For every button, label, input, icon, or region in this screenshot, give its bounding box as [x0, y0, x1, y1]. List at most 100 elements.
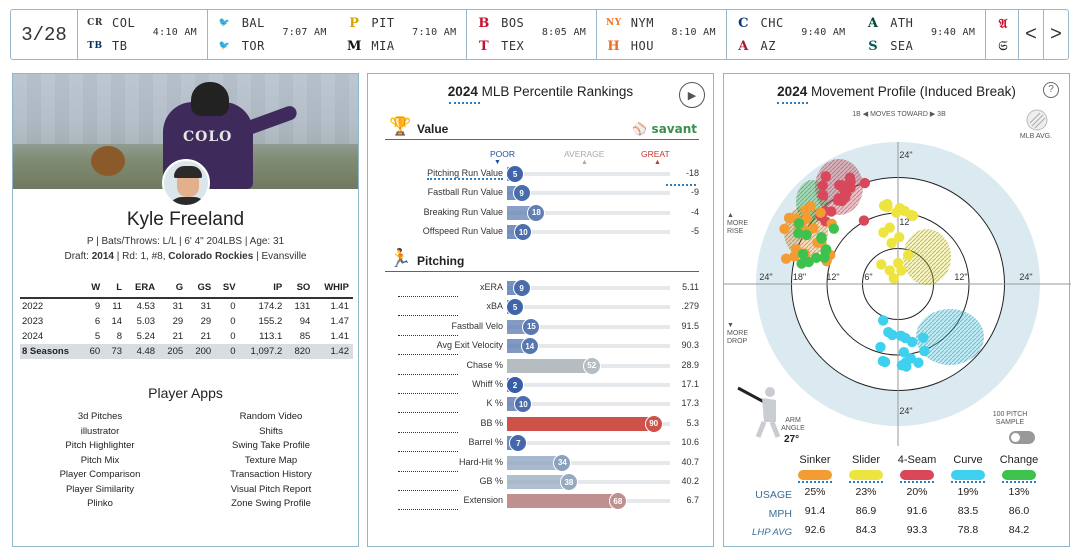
arm-angle-label: ARM ANGLE: [781, 417, 805, 432]
player-app-link[interactable]: Zone Swing Profile: [231, 498, 311, 509]
stats-cell: 6: [94, 316, 101, 327]
percentile-row[interactable]: Offspeed Run Value 10 -5: [385, 223, 699, 242]
player-app-link[interactable]: 3d Pitches: [77, 411, 123, 422]
scoreboard-game-partial[interactable]: 𝔄 𝔖: [986, 9, 1019, 60]
stats-cell: 8: [116, 331, 123, 342]
sample-toggle[interactable]: [1009, 431, 1035, 444]
player-draft: Draft: 2014 | Rd: 1, #8, Colorado Rockie…: [64, 251, 307, 262]
prev-games-button[interactable]: <: [1019, 9, 1044, 60]
percentile-circle: 34: [553, 453, 572, 472]
player-app-link[interactable]: Pitch Mix: [80, 454, 120, 466]
percentile-row[interactable]: xERA 9 5.11: [385, 279, 699, 297]
percentile-value: 17.1: [681, 379, 699, 389]
player-app-link[interactable]: Player Comparison: [59, 469, 141, 480]
ring-label: 24": [899, 406, 912, 416]
player-app-link[interactable]: illustrator: [80, 425, 120, 437]
player-app-link[interactable]: Swing Take Profile: [232, 440, 310, 451]
fourseam-pitch-dot: [858, 215, 870, 226]
scoreboard-game[interactable]: A ATH S SEA 9:40 AM: [856, 9, 987, 60]
percentile-label: Whiff %: [472, 379, 503, 389]
game-time: 4:10 AM: [152, 27, 197, 38]
pitch-type-column[interactable]: Sinker 25% 91.4 92.6: [789, 454, 841, 540]
percentile-row[interactable]: Avg Exit Velocity 14 90.3: [385, 337, 699, 356]
curve-pitch-dot: [906, 336, 918, 348]
sample-label: 100 PITCH SAMPLE: [992, 411, 1028, 426]
change-pitch-dot: [796, 258, 807, 269]
player-app-link[interactable]: Player Similarity: [65, 483, 135, 495]
help-icon[interactable]: ?: [1043, 82, 1059, 98]
stats-cell: 0: [230, 316, 236, 327]
percentile-row[interactable]: K % 10 17.3: [385, 395, 699, 414]
sinker-pitch-dot: [801, 213, 812, 224]
percentile-row[interactable]: Barrel % 7 10.6: [385, 434, 699, 453]
stats-cell: 155.2: [258, 316, 283, 327]
athletics-logo-icon: A: [867, 15, 879, 31]
stats-cell: 5.03: [136, 316, 156, 327]
percentile-row[interactable]: GB % 38 40.2: [385, 473, 699, 491]
percentile-label: Offspeed Run Value: [422, 226, 503, 237]
percentile-row[interactable]: Extension 68 6.7: [385, 492, 699, 511]
percentile-track: [507, 480, 670, 484]
scoreboard-game[interactable]: C CHC A AZ 9:40 AM: [726, 9, 857, 60]
stats-cell: 2022: [22, 301, 44, 312]
pitch-type-column[interactable]: Curve 19% 83.5 78.8: [942, 454, 994, 540]
stats-total-row: 8 Seasons 60 73 4.48 205 200 0 1,097.2 820 1.42: [20, 344, 353, 359]
percentile-track: [507, 210, 670, 215]
percentile-label: Barrel %: [468, 437, 503, 448]
percentile-row[interactable]: xBA 5 .279: [385, 298, 699, 317]
percentile-rankings-panel: 2024 MLB Percentile Rankings ▶ 🏆 Value ⚾…: [367, 73, 714, 547]
player-app-link[interactable]: Shifts: [259, 425, 283, 437]
percentile-circle: 7: [509, 434, 528, 453]
team-abbr: HOU: [630, 39, 654, 53]
percentile-row[interactable]: Fastball Velo 15 91.5: [385, 317, 699, 336]
stats-cell: 174.2: [258, 301, 283, 312]
change-pitch-dot: [811, 252, 822, 264]
arm-angle-value: 27°: [784, 434, 800, 445]
rangers-logo-icon: T: [479, 38, 490, 54]
game-time: 7:07 AM: [282, 27, 327, 38]
player-app-link[interactable]: Visual Pitch Report: [230, 483, 312, 495]
percentile-circle: 2: [506, 376, 524, 394]
movement-profile-panel: 2024 Movement Profile (Induced Break) ? …: [723, 73, 1071, 547]
team-abbr: AZ: [760, 39, 776, 53]
stats-column-header: SO: [286, 279, 315, 299]
percentile-track: [507, 344, 670, 349]
player-app-link[interactable]: Random Video: [239, 411, 303, 422]
scoreboard-game[interactable]: 🐦 BAL 🐦 TOR 7:07 AM: [207, 9, 338, 60]
fourseam-pitch-dot: [839, 184, 850, 196]
play-button[interactable]: ▶: [679, 82, 705, 108]
percentile-row[interactable]: Fastball Run Value 9 -9: [385, 184, 699, 203]
percentile-row[interactable]: Whiff % 2 17.1: [385, 376, 699, 394]
percentile-row[interactable]: Hard-Hit % 34 40.7: [385, 453, 699, 472]
ring-label: 18": [793, 272, 806, 282]
pitch-type-column[interactable]: Change 13% 86.0 84.2: [993, 454, 1045, 540]
percentile-row[interactable]: Pitching Run Value 5 -18: [385, 165, 699, 183]
pitch-type-column[interactable]: 4-Seam 20% 91.6 93.3: [891, 454, 943, 540]
slider-pitch-dot: [903, 249, 914, 261]
stats-column-header: ERA: [126, 279, 160, 299]
pitch-type-column[interactable]: Slider 23% 86.9 84.3: [840, 454, 892, 540]
scale-poor: POOR: [490, 149, 516, 159]
team-abbr: SEA: [890, 39, 914, 53]
player-app-link[interactable]: Plinko: [87, 498, 113, 509]
player-app-link[interactable]: Texture Map: [244, 454, 298, 466]
player-app-link[interactable]: Transaction History: [230, 469, 312, 480]
next-games-button[interactable]: >: [1044, 9, 1069, 60]
scale-average: AVERAGE: [564, 149, 605, 159]
scoreboard-game[interactable]: P PIT M MIA 7:10 AM: [337, 9, 468, 60]
percentile-bar: [507, 475, 569, 489]
pitch-lhp-avg: 93.3: [906, 524, 928, 536]
ring-label: 24": [1019, 272, 1032, 282]
slider-pitch-dot: [884, 222, 895, 233]
percentile-row[interactable]: BB % 90 5.3: [385, 414, 699, 433]
percentile-row[interactable]: Breaking Run Value 18 -4: [385, 203, 699, 222]
percentile-value: .279: [681, 301, 699, 312]
scoreboard-game[interactable]: B BOS T TEX 8:05 AM: [467, 9, 598, 60]
percentile-row[interactable]: Chase % 52 28.9: [385, 356, 699, 375]
scoreboard-game[interactable]: NY NYM H HOU 8:10 AM: [596, 9, 727, 60]
jersey-text: COLO: [183, 129, 233, 145]
player-app-link[interactable]: Pitch Highlighter: [65, 440, 135, 451]
pitch-type-name: Sinker: [799, 454, 831, 466]
percentile-value: 5.11: [682, 282, 699, 292]
scoreboard-game[interactable]: CR COL TB TB 4:10 AM: [78, 9, 208, 60]
